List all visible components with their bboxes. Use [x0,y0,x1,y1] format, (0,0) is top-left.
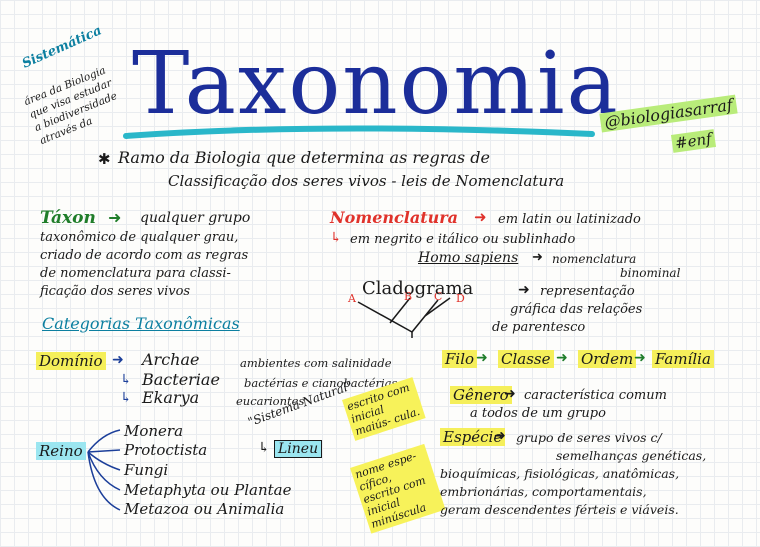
chain-familia: Família [652,350,714,368]
especie-term: Espécie [440,428,506,446]
especie-line: geram descendentes férteis e viáveis. [440,502,679,517]
reino-item: Monera [124,422,184,440]
arrow-icon: ➜ [476,350,488,366]
clade-label: C [434,290,443,303]
dominio-item-desc: ambientes com salinidade [240,356,392,370]
chain-filo: Filo [442,350,478,368]
title-underline [123,125,595,139]
genero-line: característica comum [524,388,667,403]
taxon-line: taxonômico de qualquer grau, [40,230,239,245]
taxon-term: Táxon [40,208,96,228]
dominio-item-desc: eucariontes [236,394,305,408]
definition-line-1: Ramo da Biologia que determina as regras… [118,148,490,167]
nomenclatura-line-1: em latin ou latinizado [498,212,641,227]
genero-line: a todos de um grupo [470,406,606,421]
arrow-icon: ➜ [494,428,506,444]
arrow-icon: ↳ [330,230,342,246]
clade-label: B [404,290,413,303]
clade-label: D [456,292,465,305]
arrow-icon: ↳ [258,440,270,456]
page-title: Taxonomia [132,34,620,134]
dominio-item-desc: bactérias e cianobactérias [244,376,398,390]
dominio-item: Bacteriae [142,370,220,389]
categorias-heading: Categorias Taxonômicas [42,314,240,333]
dominio-item: Ekarya [142,388,200,407]
dominio-term: Domínio [36,352,106,370]
chain-ordem: Ordem [578,350,637,368]
reino-branches [87,429,121,511]
arrow-icon: ➜ [634,350,646,366]
reino-item: Protoctista [124,441,208,459]
arrow-icon: ↳ [120,390,132,406]
especie-line: semelhanças genéticas, [556,448,707,463]
example-note-2: binominal [620,266,681,280]
cladograma-desc: de parentesco [492,320,586,335]
arrow-icon: ➜ [474,208,487,226]
arrow-icon: ➜ [504,386,516,402]
reino-term: Reino [36,442,86,460]
arrow-icon: ➜ [112,352,124,368]
reino-item: Fungi [124,461,169,479]
dominio-item: Archae [142,350,200,369]
example-species: Homo sapiens [418,250,519,266]
genero-term: Gênero [450,386,512,404]
taxon-line: de nomenclatura para classi- [40,266,231,281]
arrow-icon: ↳ [120,372,132,388]
reino-item: Metazoa ou Animalia [124,500,285,518]
star-icon: ✱ [98,150,111,168]
arrow-icon: ➜ [518,282,530,298]
nomenclatura-term: Nomenclatura [330,208,459,227]
cladograma-term: Cladograma [362,278,474,299]
arrow-icon: ➜ [556,350,568,366]
especie-line: grupo de seres vivos c/ [516,430,662,445]
taxon-line: qualquer grupo [140,210,251,226]
taxon-line: ficação dos seres vivos [40,284,191,299]
clade-label: A [348,292,356,305]
nomenclatura-line-2: em negrito e itálico ou sublinhado [350,232,576,247]
reino-item: Metaphyta ou Plantae [124,481,292,499]
taxon-line: criado de acordo com as regras [40,248,249,263]
cladograma-desc: representação [540,284,635,299]
example-note-1: nomenclatura [552,252,637,266]
chain-classe: Classe [498,350,554,368]
definition-line-2: Classificação dos seres vivos - leis de … [168,172,565,190]
cladogram-diagram [357,297,451,338]
arrow-icon: ➜ [108,208,122,227]
linneu-label: Lineu [274,440,323,458]
especie-line: embrionárias, comportamentais, [440,484,647,499]
arrow-icon: ➜ [532,250,543,265]
especie-line: bioquímicas, fisiológicas, anatômicas, [440,466,680,481]
cladograma-desc: gráfica das relações [510,302,643,317]
